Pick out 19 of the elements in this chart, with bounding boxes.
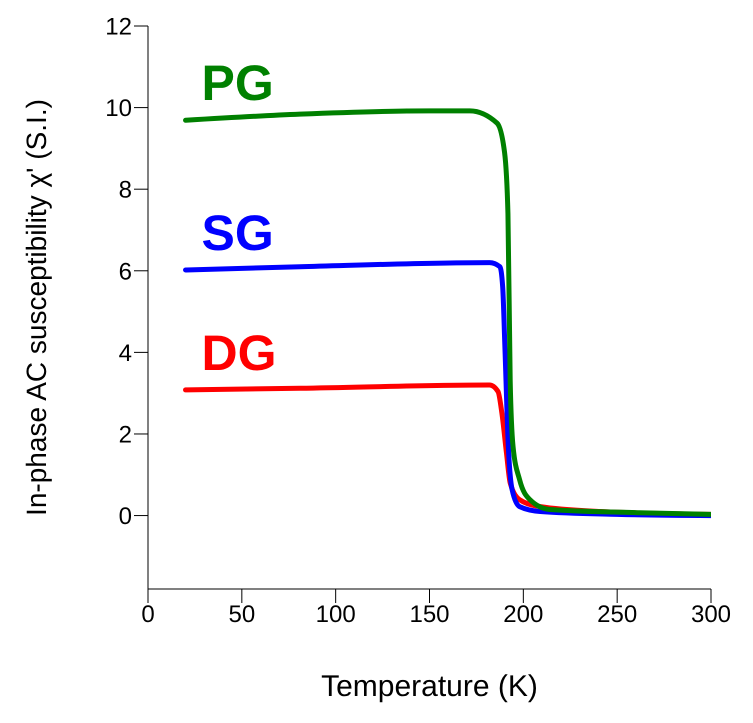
y-axis-title: In-phase AC susceptibility χ' (S.I.) <box>20 99 52 516</box>
series-label: PG <box>202 55 274 112</box>
y-tick-label: 12 <box>105 14 132 41</box>
x-axis-title: Temperature (K) <box>321 670 538 703</box>
x-tick-label: 200 <box>503 601 544 628</box>
y-tick-label: 4 <box>118 340 132 367</box>
series-label: SG <box>202 204 274 261</box>
y-tick-label: 10 <box>105 95 132 122</box>
x-tick-label: 150 <box>409 601 450 628</box>
y-tick-label: 6 <box>118 258 132 286</box>
series-label: DG <box>202 324 277 381</box>
x-tick-label: 300 <box>690 601 732 628</box>
x-tick-label: 250 <box>597 601 638 628</box>
y-tick-label: 2 <box>118 421 132 448</box>
y-tick-label: 8 <box>118 176 132 204</box>
y-tick-label: 0 <box>118 503 132 530</box>
x-tick-label: 100 <box>316 601 356 628</box>
x-tick-label: 0 <box>141 601 155 628</box>
x-tick-label: 50 <box>228 601 256 628</box>
